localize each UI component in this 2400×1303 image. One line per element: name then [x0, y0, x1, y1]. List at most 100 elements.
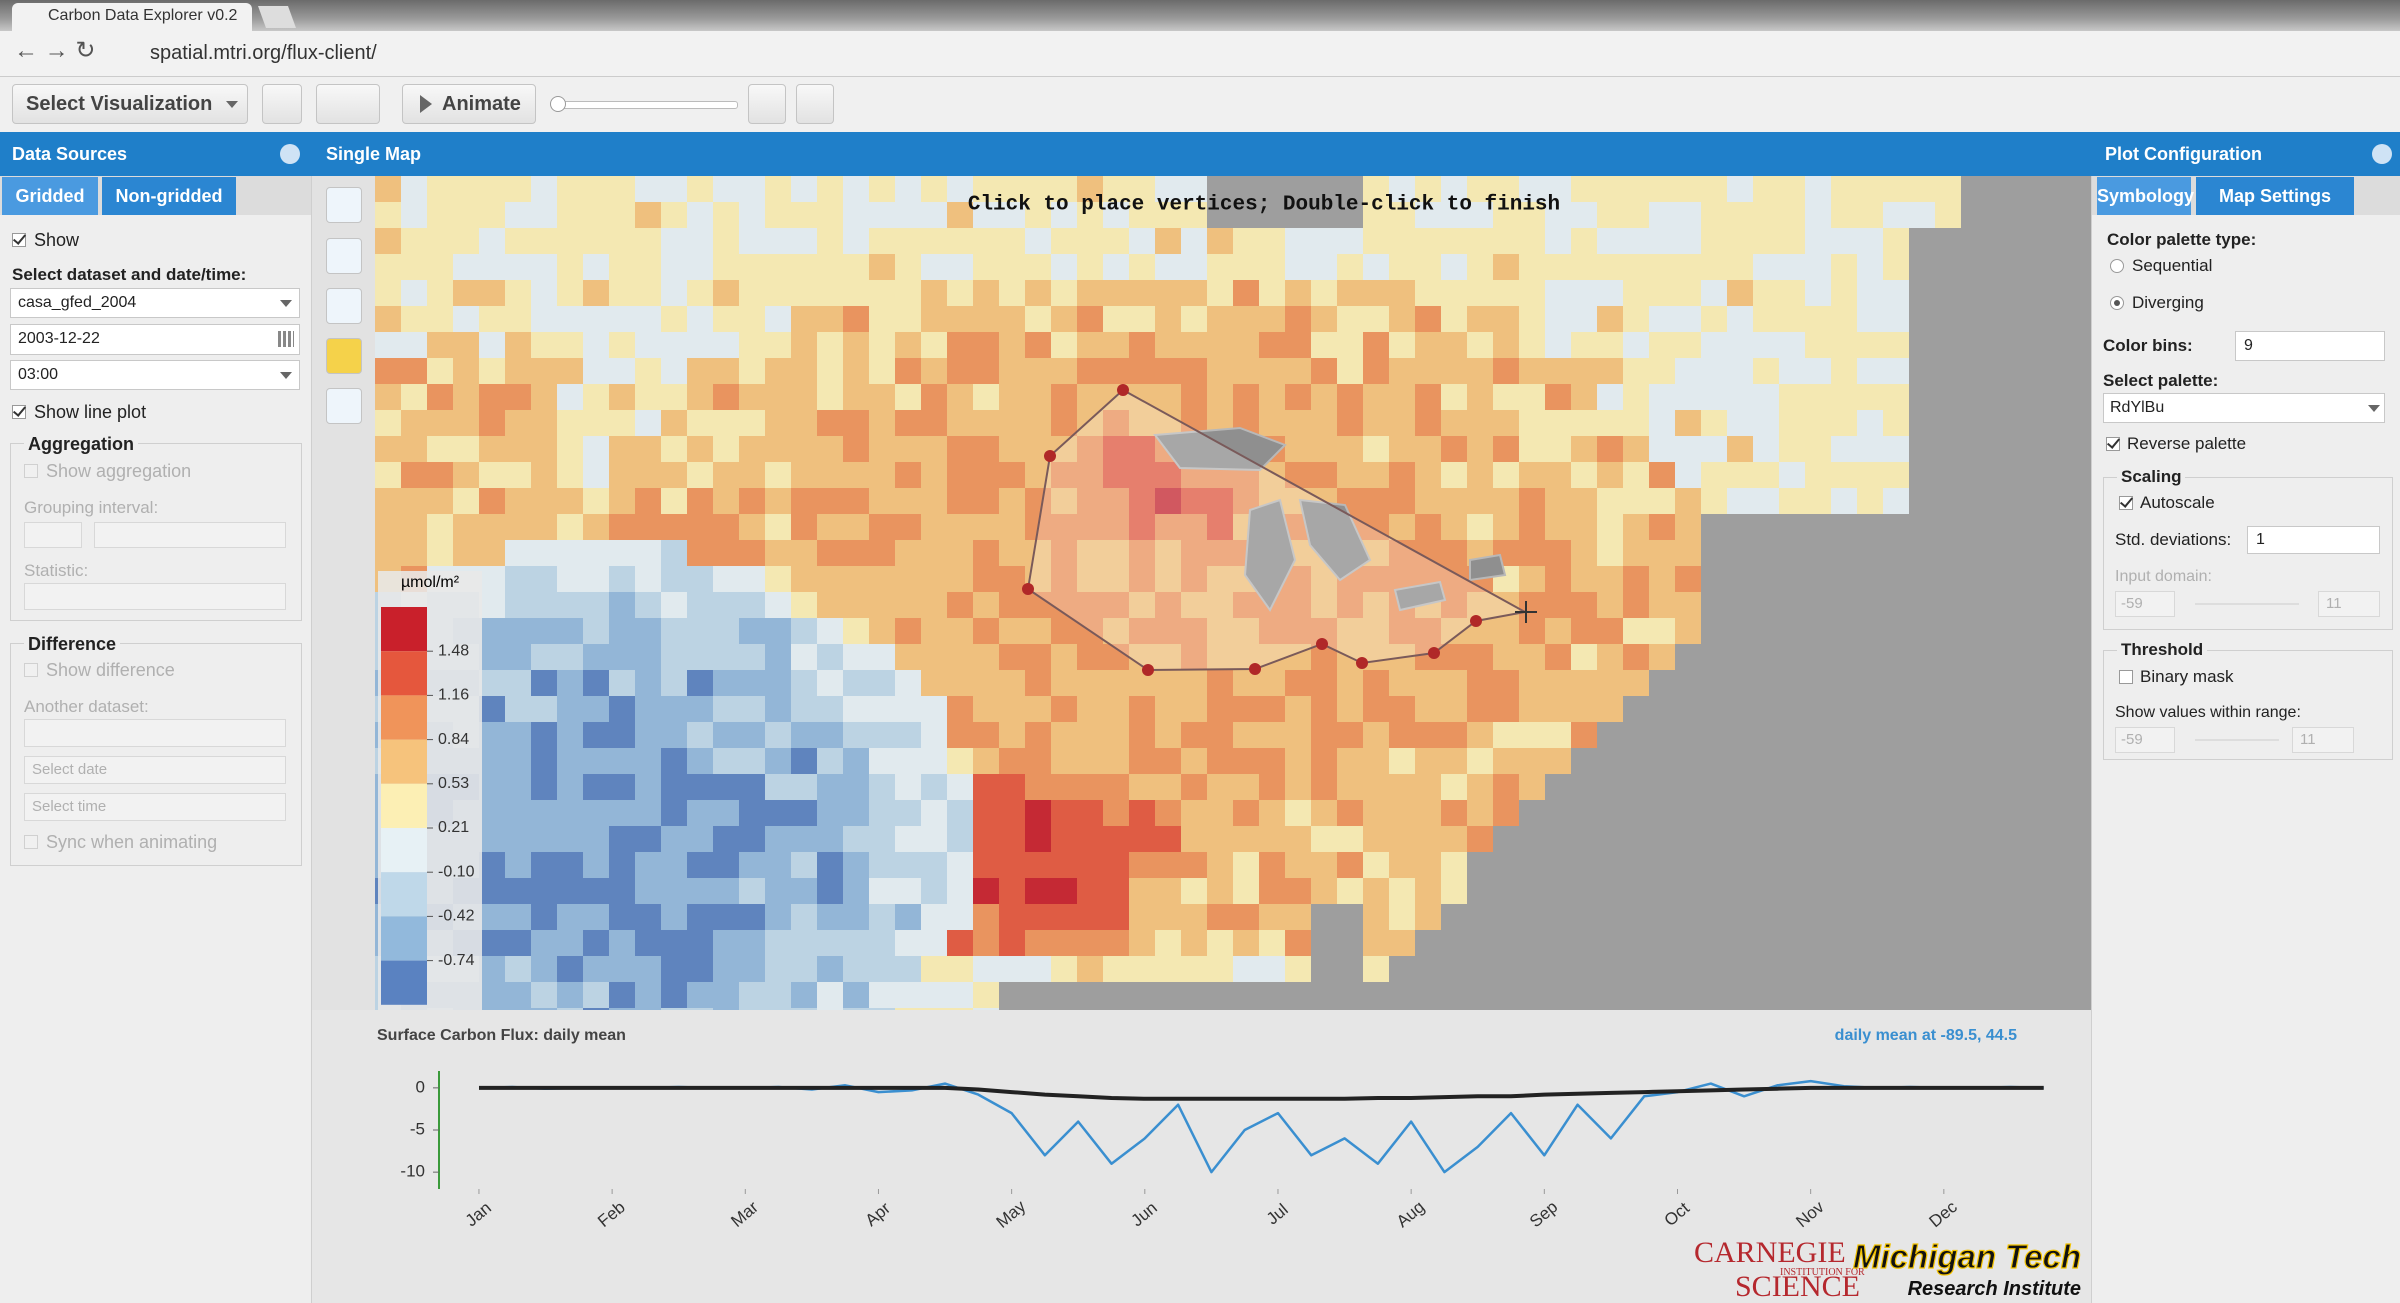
heat-cell: [1103, 488, 1129, 514]
date-input[interactable]: [10, 324, 300, 355]
select-visualization[interactable]: [12, 84, 248, 124]
time-select[interactable]: [10, 360, 300, 390]
map[interactable]: µmol/m² 1.481.160.840.530.21-0.10-0.42-0…: [375, 176, 2091, 1034]
heat-cell: [1025, 540, 1051, 566]
heat-cell: [1363, 904, 1389, 930]
heat-cell: [1285, 852, 1311, 878]
heat-cell: [661, 488, 687, 514]
calendar-icon[interactable]: [278, 331, 294, 347]
heat-cell: [661, 878, 687, 904]
heat-cell: [635, 670, 661, 696]
heat-cell: [531, 748, 557, 774]
settings-button[interactable]: [316, 84, 380, 124]
zoom-in[interactable]: [326, 187, 362, 223]
radio[interactable]: [2110, 296, 2124, 310]
heat-cell: [1285, 462, 1311, 488]
heat-cell: [1181, 852, 1207, 878]
heat-cell: [1857, 228, 1883, 254]
vertex[interactable]: [1249, 663, 1261, 675]
heat-cell: [1181, 384, 1207, 410]
heat-cell: [1441, 540, 1467, 566]
heat-cell: [1415, 332, 1441, 358]
heat-cell: [635, 540, 661, 566]
checkbox[interactable]: [2119, 496, 2133, 510]
heat-cell: [687, 800, 713, 826]
browser-tab[interactable]: [12, 3, 252, 31]
vertex[interactable]: [1316, 638, 1328, 650]
heat-cell: [1779, 332, 1805, 358]
draw-polygon[interactable]: [326, 338, 362, 374]
checkbox[interactable]: [2119, 670, 2133, 684]
vertex[interactable]: [1470, 615, 1482, 627]
vertex[interactable]: [1142, 664, 1154, 676]
heat-cell: [453, 358, 479, 384]
heat-cell: [1311, 722, 1337, 748]
heat-cell: [1155, 644, 1181, 670]
heat-cell: [947, 1008, 973, 1010]
heat-cell: [817, 930, 843, 956]
heat-cell: [947, 202, 973, 228]
std-input[interactable]: [2247, 526, 2380, 554]
heat-cell: [1285, 618, 1311, 644]
step-back[interactable]: [748, 84, 786, 124]
vertex[interactable]: [1428, 647, 1440, 659]
palette-select[interactable]: [2103, 393, 2385, 423]
heat-cell: [583, 878, 609, 904]
heat-cell: [921, 644, 947, 670]
vertex[interactable]: [1022, 583, 1034, 595]
collapse-right[interactable]: [2372, 144, 2392, 164]
heat-cell: [843, 592, 869, 618]
color-bins-input[interactable]: [2235, 331, 2385, 361]
heat-cell: [531, 306, 557, 332]
heat-cell: [1675, 202, 1701, 228]
heat-cell: [479, 644, 505, 670]
url[interactable]: spatial.mtri.org/flux-client/: [150, 42, 377, 64]
checkbox[interactable]: [2106, 437, 2120, 451]
tab-map-settings[interactable]: Map Settings: [2196, 177, 2354, 215]
heat-cell: [791, 384, 817, 410]
heat-cell: [1155, 930, 1181, 956]
heat-cell: [869, 462, 895, 488]
heat-cell: [531, 358, 557, 384]
tab-gridded[interactable]: Gridded: [2, 177, 98, 215]
checkbox[interactable]: [12, 405, 26, 419]
nav-buttons[interactable]: ← → ↻: [14, 37, 96, 64]
heat-cell: [1337, 696, 1363, 722]
heat-cell: [739, 436, 765, 462]
link-button[interactable]: [262, 84, 302, 124]
heat-cell: [999, 852, 1025, 878]
heat-cell: [713, 514, 739, 540]
heat-cell: [687, 228, 713, 254]
label: Color bins:: [2103, 336, 2193, 355]
heat-cell: [895, 202, 921, 228]
tab-non-gridded[interactable]: Non-gridded: [102, 177, 236, 215]
legend-label: 1.48: [438, 642, 469, 659]
dataset-select[interactable]: [10, 288, 300, 318]
checkbox[interactable]: [12, 233, 26, 247]
radio[interactable]: [2110, 259, 2124, 273]
vertex[interactable]: [1044, 450, 1056, 462]
heat-cell: [1103, 254, 1129, 280]
heat-cell: [453, 280, 479, 306]
heat-cell: [687, 644, 713, 670]
step-forward[interactable]: [796, 84, 834, 124]
collapse-left[interactable]: [280, 144, 300, 164]
save[interactable]: [326, 388, 362, 424]
zoom-extent[interactable]: [326, 288, 362, 324]
legend-label: -0.42: [438, 908, 475, 925]
heat-cell: [1623, 228, 1649, 254]
heat-cell: [791, 982, 817, 1008]
heat-cell: [1181, 228, 1207, 254]
heat-cell: [479, 488, 505, 514]
time-slider[interactable]: [552, 101, 738, 109]
slider-handle[interactable]: [550, 96, 566, 112]
tab-symbology[interactable]: Symbology: [2097, 177, 2194, 215]
heat-cell: [1025, 800, 1051, 826]
zoom-out[interactable]: [326, 238, 362, 274]
vertex[interactable]: [1117, 384, 1129, 396]
heat-cell: [999, 644, 1025, 670]
right-panel-title: Plot Configuration: [2105, 144, 2262, 164]
heat-cell: [1207, 800, 1233, 826]
vertex[interactable]: [1356, 657, 1368, 669]
heat-cell: [713, 566, 739, 592]
